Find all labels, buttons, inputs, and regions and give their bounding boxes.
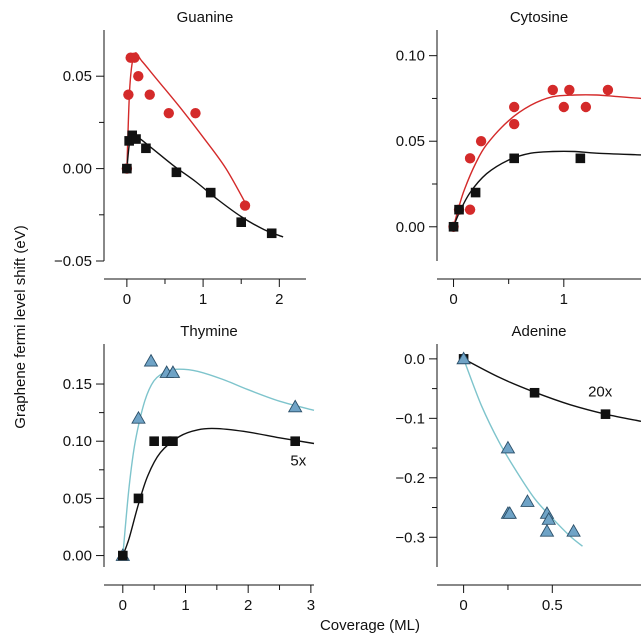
adenine-panel: Adenine −0.3 −0.2 −0.1 0.0 0 0.5 20x — [395, 323, 641, 614]
thymine-fit-curve-2 — [122, 427, 315, 556]
guanine-data-point — [124, 136, 134, 146]
guanine-data-point — [171, 167, 182, 178]
x-axis-label: Coverage (ML) — [320, 617, 420, 634]
adenine-fit-curve-1 — [463, 358, 641, 422]
guanine-ytick-label: 0.05 — [63, 68, 92, 85]
adenine-data-point — [529, 387, 540, 398]
guanine-data-point — [163, 107, 174, 119]
adenine-data-point — [500, 440, 516, 454]
guanine-panel: Guanine −0.05 0.00 0.05 0 1 2 — [54, 9, 306, 308]
y-axis-label: Graphene fermi level shift (eV) — [12, 225, 29, 428]
thymine-data-point — [290, 436, 300, 447]
adenine-xtick-label: 0 — [459, 597, 467, 614]
thymine-data-point — [168, 436, 178, 447]
cytosine-data-point — [558, 101, 570, 113]
guanine-fit-curve-1 — [126, 52, 250, 210]
adenine-data-point — [539, 523, 555, 537]
guanine-ytick-label: −0.05 — [54, 253, 92, 270]
cytosine-data-point — [575, 153, 586, 164]
thymine-data-point — [149, 436, 159, 447]
adenine-ytick-label: −0.3 — [395, 529, 425, 546]
cytosine-data-point — [470, 187, 481, 198]
cytosine-data-point — [508, 118, 520, 130]
cytosine-data-point — [454, 204, 464, 215]
thymine-ytick-label: 0.15 — [63, 376, 92, 393]
cytosine-data-point — [509, 153, 519, 164]
thymine-data-point — [118, 550, 128, 561]
guanine-data-point — [190, 107, 201, 119]
cytosine-title: Cytosine — [510, 9, 568, 26]
adenine-ytick-label: 0.0 — [404, 351, 425, 368]
cytosine-ytick-label: 0.00 — [396, 219, 425, 236]
guanine-data-point — [205, 187, 216, 198]
thymine-data-point — [131, 410, 146, 424]
thymine-data-point — [161, 436, 172, 447]
thymine-title: Thymine — [180, 323, 238, 340]
guanine-data-point — [266, 228, 277, 239]
adenine-title: Adenine — [511, 323, 566, 340]
cytosine-panel: Cytosine 0.00 0.05 0.10 0 1 — [396, 9, 641, 308]
thymine-ytick-label: 0.00 — [63, 548, 92, 565]
cytosine-data-point — [464, 153, 476, 164]
guanine-xtick-label: 0 — [123, 291, 131, 308]
adenine-data-point — [502, 506, 518, 519]
adenine-data-point — [520, 494, 535, 507]
thymine-xtick-label: 3 — [307, 597, 315, 614]
guanine-data-point — [131, 134, 141, 144]
adenine-data-point — [600, 409, 611, 419]
adenine-multiplier-label: 20x — [588, 384, 613, 401]
guanine-data-point — [122, 163, 132, 174]
guanine-title: Guanine — [177, 9, 234, 26]
guanine-data-point — [129, 52, 140, 63]
thymine-ytick-label: 0.05 — [63, 490, 92, 507]
guanine-xtick-label: 1 — [199, 291, 207, 308]
thymine-xtick-label: 2 — [244, 597, 252, 614]
guanine-xtick-label: 2 — [275, 291, 283, 308]
cytosine-ytick-label: 0.05 — [396, 133, 425, 150]
thymine-xtick-label: 0 — [119, 597, 127, 614]
adenine-data-point — [566, 523, 581, 537]
cytosine-data-point — [464, 204, 476, 215]
thymine-multiplier-label: 5x — [290, 453, 306, 470]
guanine-ytick-label: 0.00 — [63, 161, 92, 178]
cytosine-data-point — [475, 136, 487, 147]
cytosine-ytick-label: 0.10 — [396, 48, 425, 65]
cytosine-data-point — [580, 101, 592, 113]
thymine-xtick-label: 1 — [181, 597, 189, 614]
thymine-panel: Thymine 0.00 0.05 0.10 0.15 0 1 2 3 5x — [63, 323, 315, 614]
thymine-fit-curve-1 — [122, 368, 315, 556]
guanine-data-point — [123, 89, 134, 100]
cytosine-data-point — [564, 84, 575, 96]
guanine-data-point — [141, 143, 151, 154]
thymine-data-point — [133, 493, 144, 504]
adenine-ytick-label: −0.2 — [395, 470, 425, 487]
cytosine-data-point — [602, 84, 614, 96]
cytosine-data-point — [547, 84, 558, 96]
cytosine-fit-curve-2 — [452, 150, 641, 228]
cytosine-data-point — [508, 101, 520, 113]
guanine-data-point — [133, 71, 144, 82]
cytosine-xtick-label: 0 — [449, 291, 457, 308]
thymine-data-point — [165, 365, 181, 378]
adenine-xtick-label: 0.5 — [542, 597, 563, 614]
cytosine-data-point — [448, 221, 459, 232]
adenine-ytick-label: −0.1 — [395, 410, 425, 427]
thymine-ytick-label: 0.10 — [63, 433, 92, 450]
adenine-data-point — [456, 351, 471, 365]
thymine-data-point — [143, 353, 159, 367]
cytosine-xtick-label: 1 — [560, 291, 568, 308]
adenine-data-point — [541, 512, 557, 525]
guanine-data-point — [239, 200, 251, 211]
thymine-data-point — [287, 399, 303, 413]
cytosine-fit-curve-1 — [452, 94, 641, 227]
guanine-data-point — [144, 89, 155, 100]
guanine-data-point — [236, 217, 247, 227]
